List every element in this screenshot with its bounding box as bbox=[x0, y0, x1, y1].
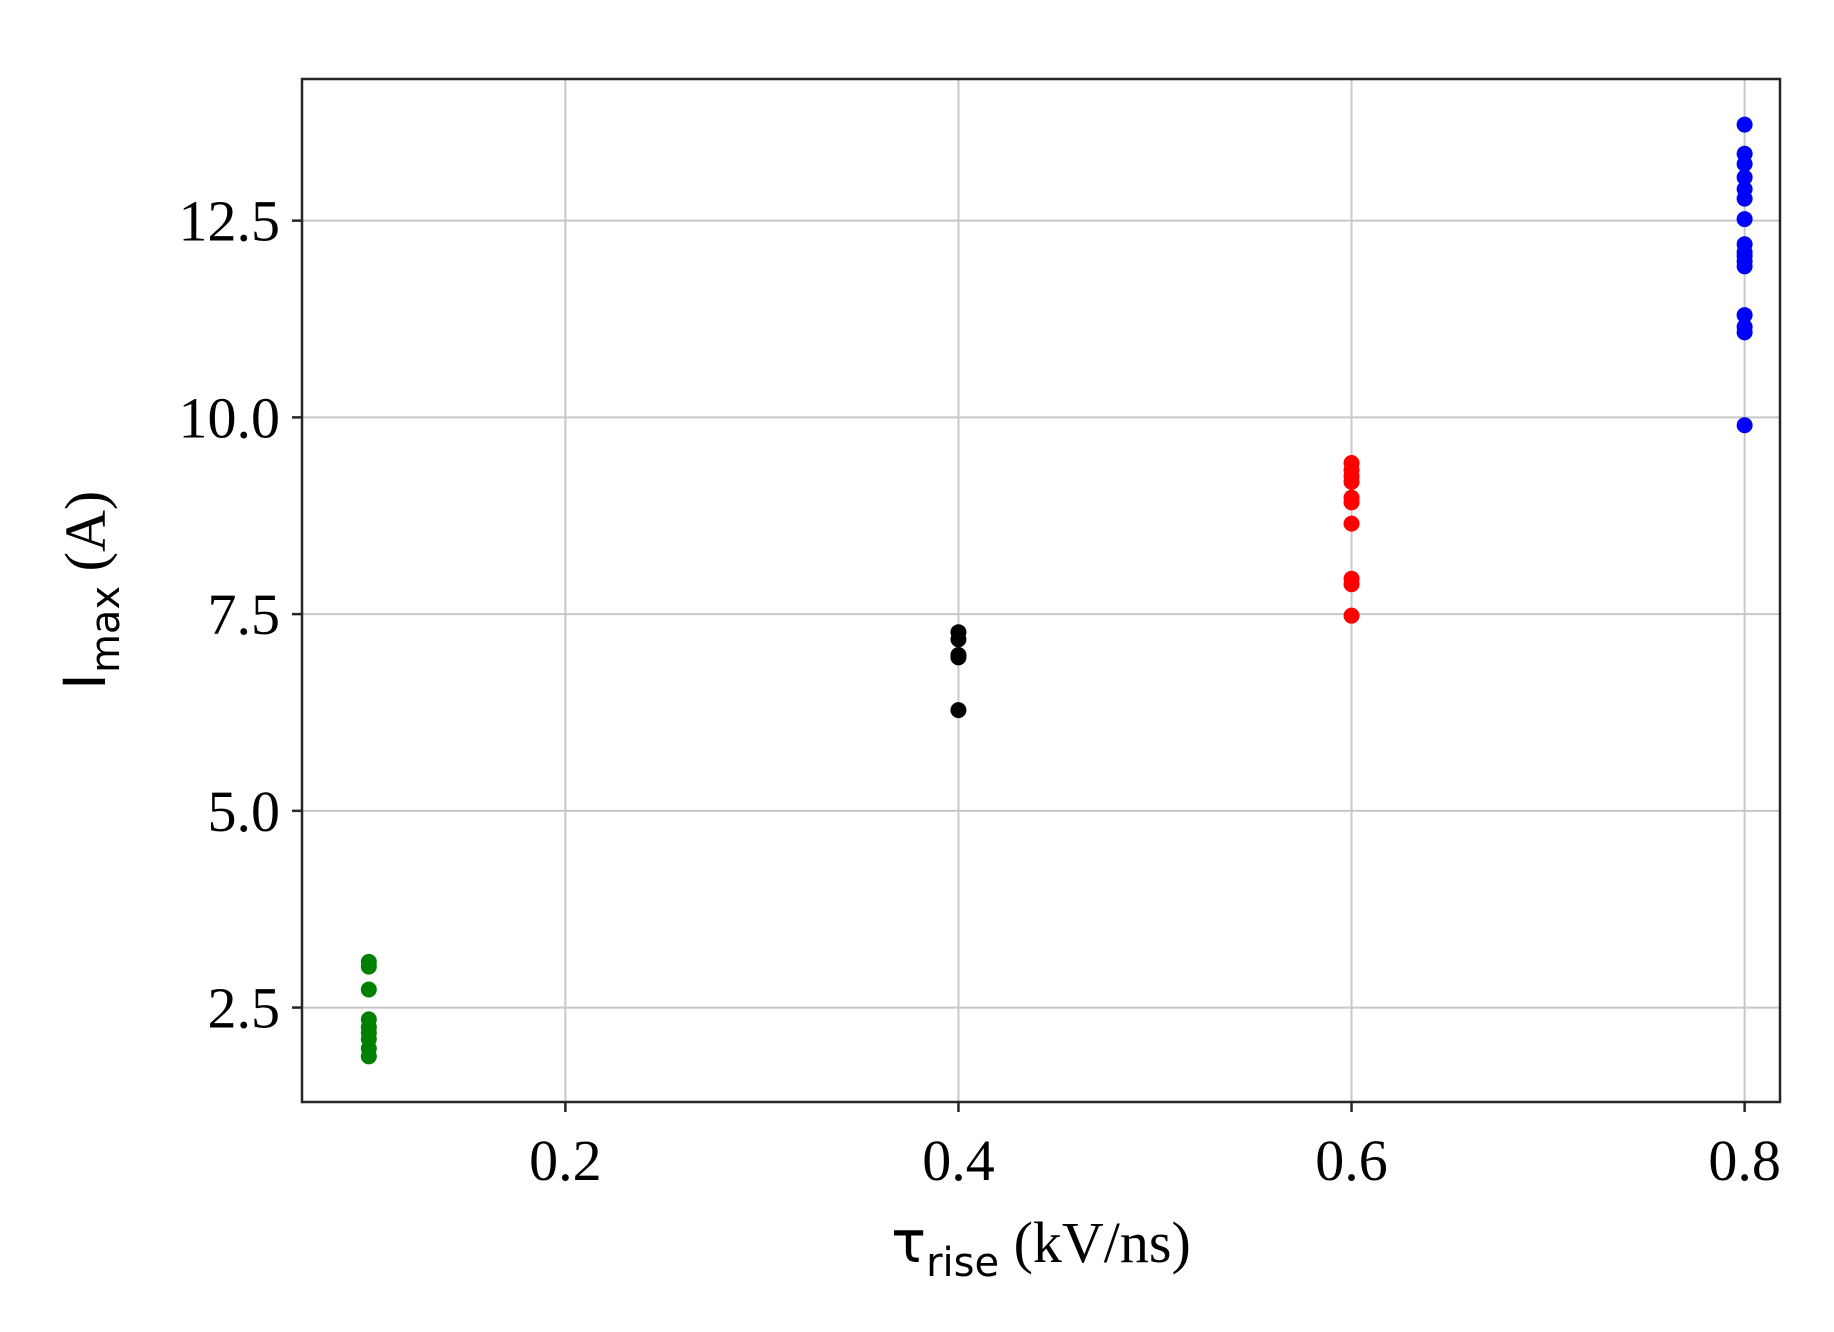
data-point bbox=[950, 649, 967, 666]
data-point bbox=[1343, 576, 1360, 593]
plot-frame bbox=[300, 77, 1782, 1104]
data-point bbox=[360, 958, 377, 975]
x-tick-label: 0.2 bbox=[529, 1128, 602, 1193]
data-points bbox=[360, 116, 1753, 1065]
y-axis-label-unit: (A) bbox=[53, 491, 118, 586]
series-group bbox=[1736, 116, 1753, 434]
data-point bbox=[1736, 417, 1753, 434]
data-point bbox=[1736, 190, 1753, 207]
data-point bbox=[1343, 515, 1360, 532]
data-point bbox=[1736, 307, 1753, 324]
data-point bbox=[360, 1048, 377, 1065]
x-tick-label: 0.8 bbox=[1708, 1128, 1781, 1193]
y-axis-label: Imax (A) bbox=[51, 491, 129, 690]
data-point bbox=[1343, 607, 1360, 624]
y-tick-label: 7.5 bbox=[208, 582, 281, 647]
x-tick-label: 0.6 bbox=[1315, 1128, 1388, 1193]
y-tick-label: 5.0 bbox=[208, 779, 281, 844]
x-tick-label: 0.4 bbox=[922, 1128, 995, 1193]
x-axis-label-unit: (kV/ns) bbox=[999, 1210, 1191, 1275]
data-point bbox=[950, 702, 967, 719]
series-group bbox=[950, 624, 967, 719]
series-group bbox=[1343, 455, 1360, 624]
x-axis-label-subscript: rise bbox=[926, 1240, 999, 1286]
y-tick-label: 2.5 bbox=[208, 976, 281, 1041]
data-point bbox=[1736, 169, 1753, 186]
data-point bbox=[360, 981, 377, 998]
y-axis-label-subscript: max bbox=[83, 586, 129, 673]
axis-ticks: 0.2 0.4 0.6 0.8 2.5 5.0 7.5 10.0 12.5 bbox=[179, 189, 1781, 1193]
data-point bbox=[1736, 258, 1753, 275]
data-point bbox=[1343, 494, 1360, 511]
y-tick-label: 10.0 bbox=[179, 385, 281, 450]
data-point bbox=[1736, 155, 1753, 172]
gridlines bbox=[302, 79, 1780, 1102]
data-point bbox=[1736, 211, 1753, 228]
x-axis-label: τrise (kV/ns) bbox=[891, 1208, 1191, 1286]
x-axis-label-symbol: τ bbox=[891, 1208, 926, 1276]
y-tick-label: 12.5 bbox=[179, 189, 281, 254]
data-point bbox=[1343, 473, 1360, 490]
y-axis-label-symbol: I bbox=[51, 673, 119, 690]
series-group bbox=[360, 953, 377, 1065]
data-point bbox=[950, 631, 967, 648]
data-point bbox=[1736, 324, 1753, 341]
data-point bbox=[1736, 116, 1753, 133]
